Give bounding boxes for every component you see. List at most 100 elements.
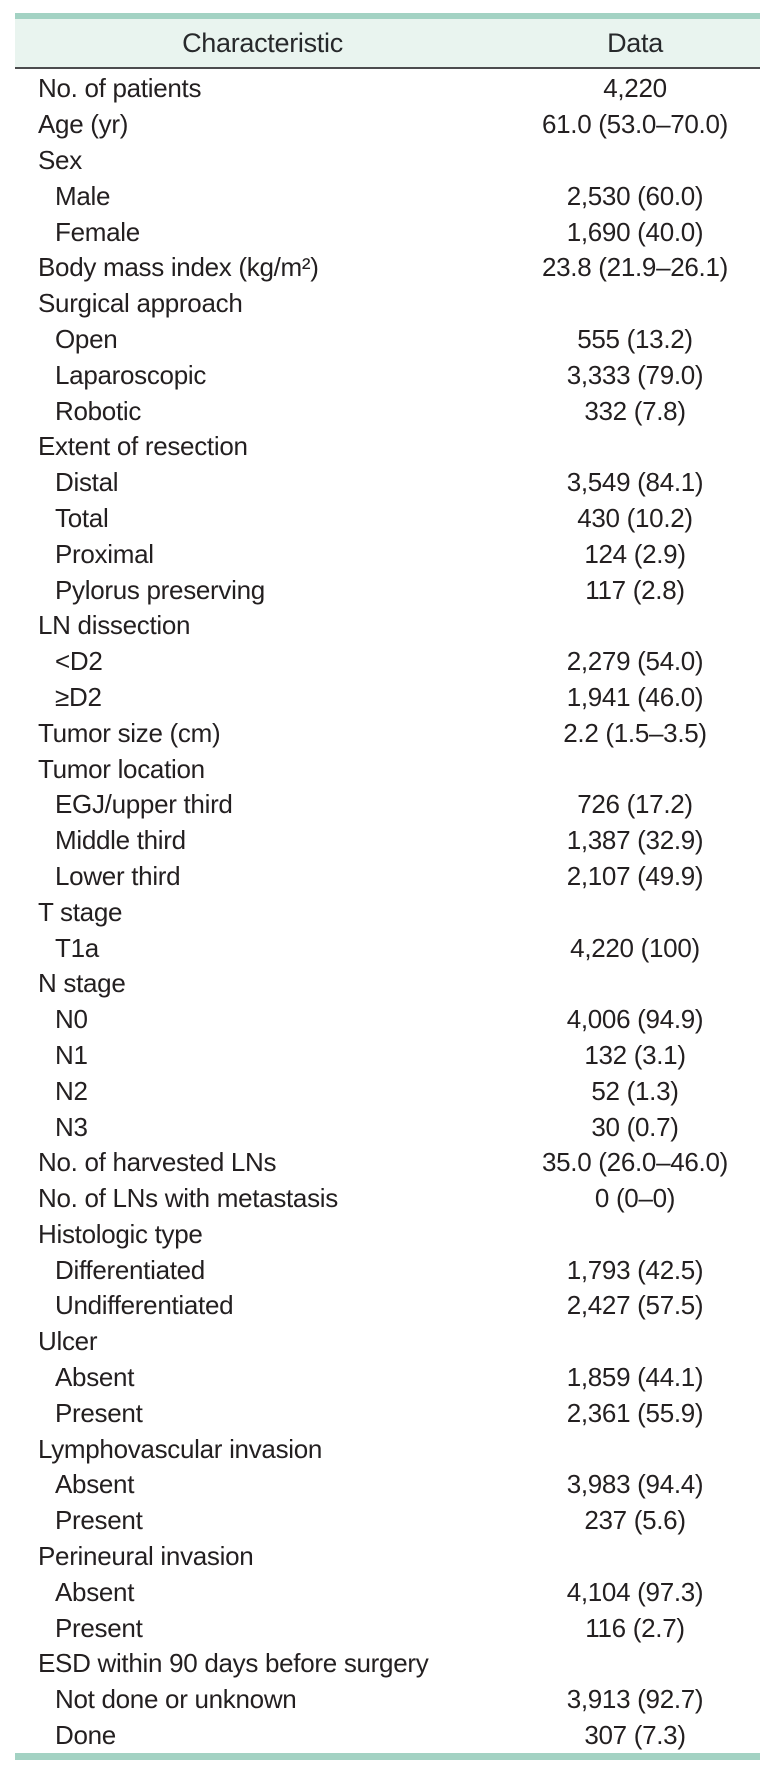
- table-row: N1 132 (3.1): [15, 1038, 760, 1074]
- row-label: N3: [55, 1111, 88, 1142]
- row-label: Laparoscopic: [55, 359, 207, 390]
- table-row: Robotic 332 (7.8): [15, 393, 760, 429]
- row-label: Male: [55, 180, 111, 211]
- row-label: Done: [55, 1720, 116, 1751]
- row-label: Middle third: [55, 825, 186, 856]
- table-row: Female 1,690 (40.0): [15, 214, 760, 250]
- row-label: Surgical approach: [38, 288, 243, 319]
- column-header-characteristic: Characteristic: [182, 27, 343, 58]
- row-label: Distal: [55, 467, 119, 498]
- table-row: N2 52 (1.3): [15, 1073, 760, 1109]
- table-row: N0 4,006 (94.9): [15, 1002, 760, 1038]
- table-row: No. of harvested LNs 35.0 (26.0–46.0): [15, 1145, 760, 1181]
- row-label: ESD within 90 days before surgery: [38, 1648, 429, 1679]
- row-value: 430 (10.2): [577, 502, 693, 533]
- bottom-rule: [15, 1753, 760, 1761]
- row-value: 1,941 (46.0): [566, 681, 704, 712]
- table-row: Surgical approach: [15, 286, 760, 322]
- row-value: 332 (7.8): [584, 395, 686, 426]
- table-row: Present 116 (2.7): [15, 1610, 760, 1646]
- row-value: 4,220: [603, 73, 667, 104]
- row-value: 2,107 (49.9): [566, 860, 704, 891]
- table-row: Male 2,530 (60.0): [15, 178, 760, 214]
- row-value: 2,361 (55.9): [566, 1397, 704, 1428]
- row-value: 117 (2.8): [585, 574, 685, 605]
- row-label: Present: [55, 1397, 143, 1428]
- row-label: Robotic: [55, 395, 142, 426]
- table-row: T1a 4,220 (100): [15, 930, 760, 966]
- row-value: 1,387 (32.9): [566, 825, 704, 856]
- table-row: Open 555 (13.2): [15, 322, 760, 358]
- table-row: Histologic type: [15, 1217, 760, 1253]
- table-row: ESD within 90 days before surgery: [15, 1646, 760, 1682]
- row-value: 3,333 (79.0): [566, 359, 704, 390]
- table-row: N stage: [15, 966, 760, 1002]
- row-label: Histologic type: [38, 1218, 203, 1249]
- row-label: Present: [55, 1505, 143, 1536]
- row-value: 132 (3.1): [584, 1039, 686, 1070]
- table-body: No. of patients 4,220 Age (yr) 61.0 (53.…: [15, 69, 760, 1753]
- row-label: Lymphovascular invasion: [38, 1433, 323, 1464]
- table-row: Ulcer: [15, 1324, 760, 1360]
- table-row: Tumor size (cm) 2.2 (1.5–3.5): [15, 715, 760, 751]
- row-value: 726 (17.2): [577, 789, 693, 820]
- table-row: EGJ/upper third 726 (17.2): [15, 787, 760, 823]
- row-value: 124 (2.9): [584, 538, 686, 569]
- table-row: N3 30 (0.7): [15, 1109, 760, 1145]
- table-row: Proximal 124 (2.9): [15, 536, 760, 572]
- row-label: EGJ/upper third: [55, 789, 233, 820]
- row-label: Absent: [55, 1576, 135, 1607]
- characteristics-table: Characteristic Data No. of patients 4,22…: [15, 13, 760, 1761]
- row-label: Sex: [38, 144, 82, 175]
- table-row: Extent of resection: [15, 429, 760, 465]
- row-label: LN dissection: [38, 610, 191, 641]
- row-label: Total: [55, 502, 109, 533]
- row-value: 23.8 (21.9–26.1): [541, 252, 728, 283]
- row-value: 3,913 (92.7): [566, 1684, 704, 1715]
- row-label: No. of harvested LNs: [38, 1147, 277, 1178]
- table-row: Total 430 (10.2): [15, 501, 760, 537]
- table-row: Undifferentiated 2,427 (57.5): [15, 1288, 760, 1324]
- table-row: Middle third 1,387 (32.9): [15, 823, 760, 859]
- row-value: 35.0 (26.0–46.0): [541, 1147, 728, 1178]
- table-row: Body mass index (kg/m²) 23.8 (21.9–26.1): [15, 250, 760, 286]
- row-value: 2,279 (54.0): [566, 646, 704, 677]
- row-value: 1,690 (40.0): [566, 216, 704, 247]
- row-label: Absent: [55, 1469, 135, 1500]
- row-label: ≥D2: [55, 681, 102, 712]
- row-label: <D2: [55, 646, 103, 677]
- table-row: Absent 4,104 (97.3): [15, 1574, 760, 1610]
- row-value: 2,530 (60.0): [566, 180, 704, 211]
- table-row: Absent 3,983 (94.4): [15, 1467, 760, 1503]
- row-label: Proximal: [55, 538, 154, 569]
- row-value: 52 (1.3): [591, 1075, 679, 1106]
- table-row: Done 307 (7.3): [15, 1718, 760, 1754]
- row-label: Age (yr): [38, 109, 129, 140]
- row-value: 4,006 (94.9): [566, 1004, 704, 1035]
- table-row: Not done or unknown 3,913 (92.7): [15, 1682, 760, 1718]
- row-label: N2: [55, 1075, 88, 1106]
- row-value: 30 (0.7): [591, 1111, 679, 1142]
- row-label: No. of patients: [38, 73, 202, 104]
- table-row: Age (yr) 61.0 (53.0–70.0): [15, 107, 760, 143]
- table-row: Differentiated 1,793 (42.5): [15, 1252, 760, 1288]
- row-label: Lower third: [55, 860, 181, 891]
- row-value: 237 (5.6): [584, 1505, 686, 1536]
- table-row: ≥D2 1,941 (46.0): [15, 680, 760, 716]
- row-label: Body mass index (kg/m²): [38, 252, 319, 283]
- row-label: N1: [55, 1039, 88, 1070]
- row-label: N stage: [38, 968, 126, 999]
- column-header-data: Data: [607, 27, 663, 58]
- row-label: Tumor size (cm): [38, 717, 221, 748]
- row-value: 2,427 (57.5): [566, 1290, 704, 1321]
- row-value: 61.0 (53.0–70.0): [541, 109, 728, 140]
- row-value: 1,859 (44.1): [566, 1362, 704, 1393]
- table-row: Present 237 (5.6): [15, 1503, 760, 1539]
- table-row: Tumor location: [15, 751, 760, 787]
- table-row: Distal 3,549 (84.1): [15, 465, 760, 501]
- row-label: Perineural invasion: [38, 1541, 254, 1572]
- row-label: Undifferentiated: [55, 1290, 234, 1321]
- row-value: 3,549 (84.1): [566, 467, 704, 498]
- table-header-row: Characteristic Data: [15, 19, 760, 69]
